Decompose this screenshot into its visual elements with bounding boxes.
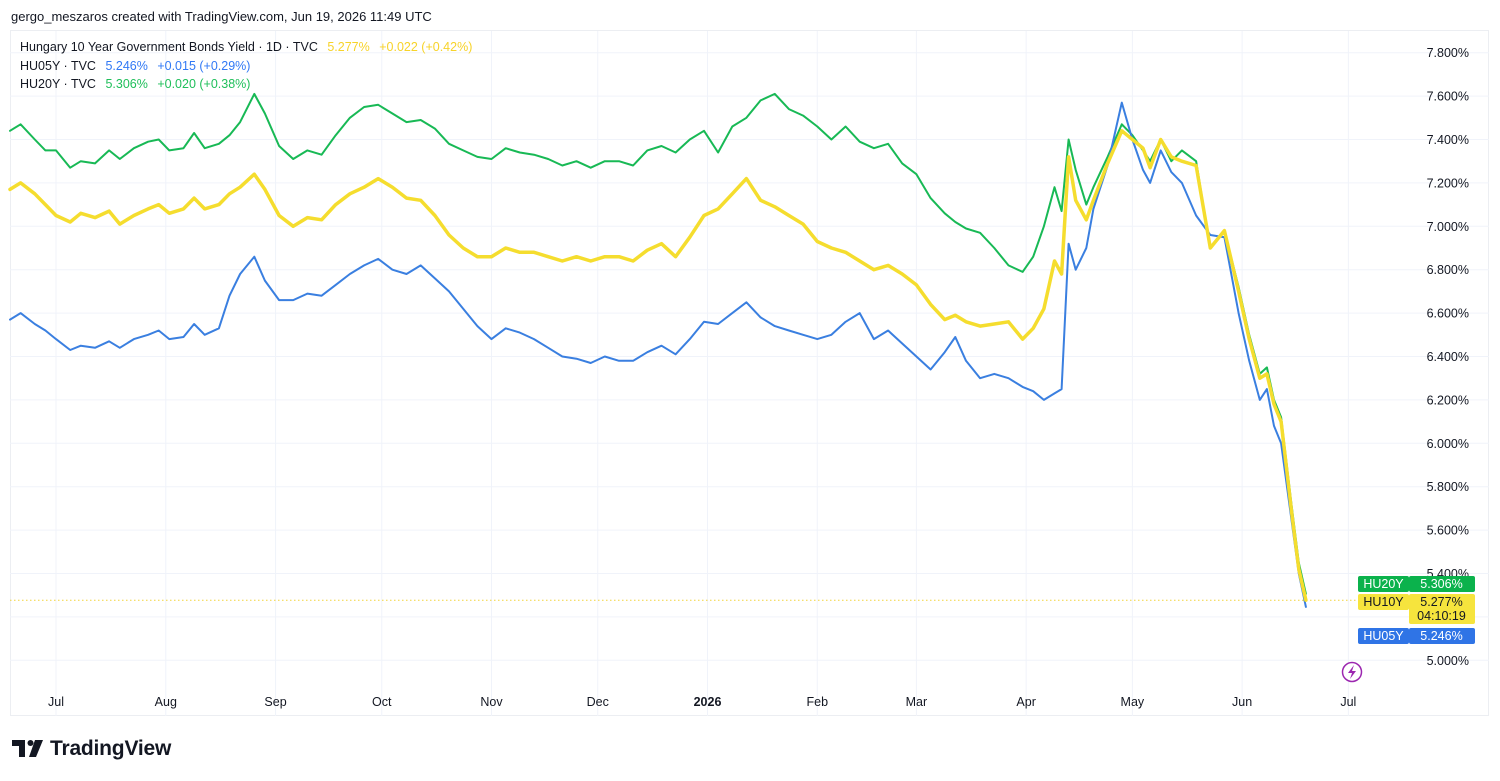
legend-series-value: 5.277% xyxy=(327,40,370,54)
x-tick-label: Jun xyxy=(1232,695,1252,709)
price-tag-label-box xyxy=(1358,594,1409,610)
legend-row-hu05y[interactable]: HU05Y · TVC 5.246% +0.015 (+0.29%) xyxy=(20,57,472,76)
chart-frame xyxy=(10,30,1489,716)
price-tag-label-box xyxy=(1358,628,1409,644)
lightning-icon-bolt xyxy=(1348,665,1356,679)
price-tag-value-box xyxy=(1409,576,1475,592)
x-tick-label: Nov xyxy=(480,695,503,709)
y-tick-label: 6.400% xyxy=(1427,350,1469,364)
price-tag-value: 5.306% xyxy=(1420,577,1462,591)
tradingview-logo-icon xyxy=(12,740,43,757)
y-tick-label: 7.400% xyxy=(1427,133,1469,147)
x-tick-label: Dec xyxy=(587,695,609,709)
x-tick-label: Sep xyxy=(264,695,286,709)
legend-series-name: HU05Y · TVC xyxy=(20,58,96,73)
legend-row-hu20y[interactable]: HU20Y · TVC 5.306% +0.020 (+0.38%) xyxy=(20,75,472,94)
legend-row-hu10y[interactable]: Hungary 10 Year Government Bonds Yield ·… xyxy=(20,38,472,57)
series-line-hu20y[interactable] xyxy=(9,92,1307,595)
series-legend: Hungary 10 Year Government Bonds Yield ·… xyxy=(20,38,472,94)
y-axis-labels: 5.000%5.200%5.400%5.600%5.800%6.000%6.20… xyxy=(1427,46,1469,668)
price-tag-hu05y[interactable]: HU05Y 5.246% xyxy=(1358,628,1475,644)
grid-lines xyxy=(10,31,1489,716)
y-tick-label: 7.000% xyxy=(1427,220,1469,234)
legend-series-value: 5.246% xyxy=(105,58,148,73)
tradingview-logo-text: TradingView xyxy=(50,737,172,760)
price-tag-hu20y[interactable]: HU20Y 5.306% xyxy=(1358,576,1475,592)
y-tick-label: 5.800% xyxy=(1427,480,1469,494)
y-tick-label: 7.600% xyxy=(1427,90,1469,104)
x-tick-label: Oct xyxy=(372,695,392,709)
chart-attribution: gergo_meszaros created with TradingView.… xyxy=(11,9,432,24)
legend-series-change: +0.020 (+0.38%) xyxy=(157,77,251,91)
price-tag-value-box xyxy=(1409,594,1475,624)
price-tag-value: 5.277% xyxy=(1420,595,1462,609)
price-tag-series-label: HU20Y xyxy=(1363,577,1404,591)
legend-series-name: HU20Y · TVC xyxy=(20,77,96,91)
series-lines xyxy=(8,92,1308,608)
price-tag-value: 5.246% xyxy=(1420,629,1462,643)
chart-extras xyxy=(1341,661,1363,683)
y-tick-label: 7.200% xyxy=(1427,176,1469,190)
y-tick-label: 6.000% xyxy=(1427,437,1469,451)
y-tick-label: 5.000% xyxy=(1427,654,1469,668)
x-tick-label: Mar xyxy=(906,695,928,709)
y-tick-label: 6.600% xyxy=(1427,307,1469,321)
x-tick-label: May xyxy=(1121,695,1145,709)
x-tick-label: Feb xyxy=(806,695,828,709)
price-tag-hu10y[interactable]: HU10Y 5.277%04:10:19 xyxy=(1358,594,1475,624)
y-tick-label: 7.800% xyxy=(1427,46,1469,60)
lightning-icon[interactable] xyxy=(1341,661,1363,683)
legend-series-change: +0.022 (+0.42%) xyxy=(379,40,473,54)
x-tick-label: 2026 xyxy=(694,695,722,709)
x-axis-labels: Jul Aug Sep Oct Nov Dec 2026 Feb Mar Apr May Jun Jul xyxy=(48,695,1356,709)
series-line-hu05y[interactable] xyxy=(9,101,1307,608)
price-tag-countdown: 04:10:19 xyxy=(1417,609,1466,623)
legend-series-name: Hungary 10 Year Government Bonds Yield ·… xyxy=(20,40,318,54)
price-tag-series-label: HU05Y xyxy=(1363,629,1404,643)
price-tag-value-box xyxy=(1409,628,1475,644)
price-tag-label-box xyxy=(1358,576,1409,592)
price-tag-series-label: HU10Y xyxy=(1363,595,1404,609)
x-tick-label: Jul xyxy=(48,695,64,709)
y-tick-label: 6.800% xyxy=(1427,263,1469,277)
y-tick-label: 6.200% xyxy=(1427,393,1469,407)
series-line-hu10y[interactable] xyxy=(8,129,1308,602)
x-tick-label: Jul xyxy=(1340,695,1356,709)
tradingview-logo[interactable]: TradingView xyxy=(12,737,171,761)
legend-series-value: 5.306% xyxy=(105,77,148,91)
legend-series-change: +0.015 (+0.29%) xyxy=(157,58,251,73)
x-tick-label: Aug xyxy=(155,695,177,709)
x-tick-label: Apr xyxy=(1016,695,1035,709)
y-tick-label: 5.600% xyxy=(1427,524,1469,538)
price-tags: HU20Y 5.306% HU10Y 5.277%04:10:19 HU05Y 5.246… xyxy=(1358,576,1475,644)
